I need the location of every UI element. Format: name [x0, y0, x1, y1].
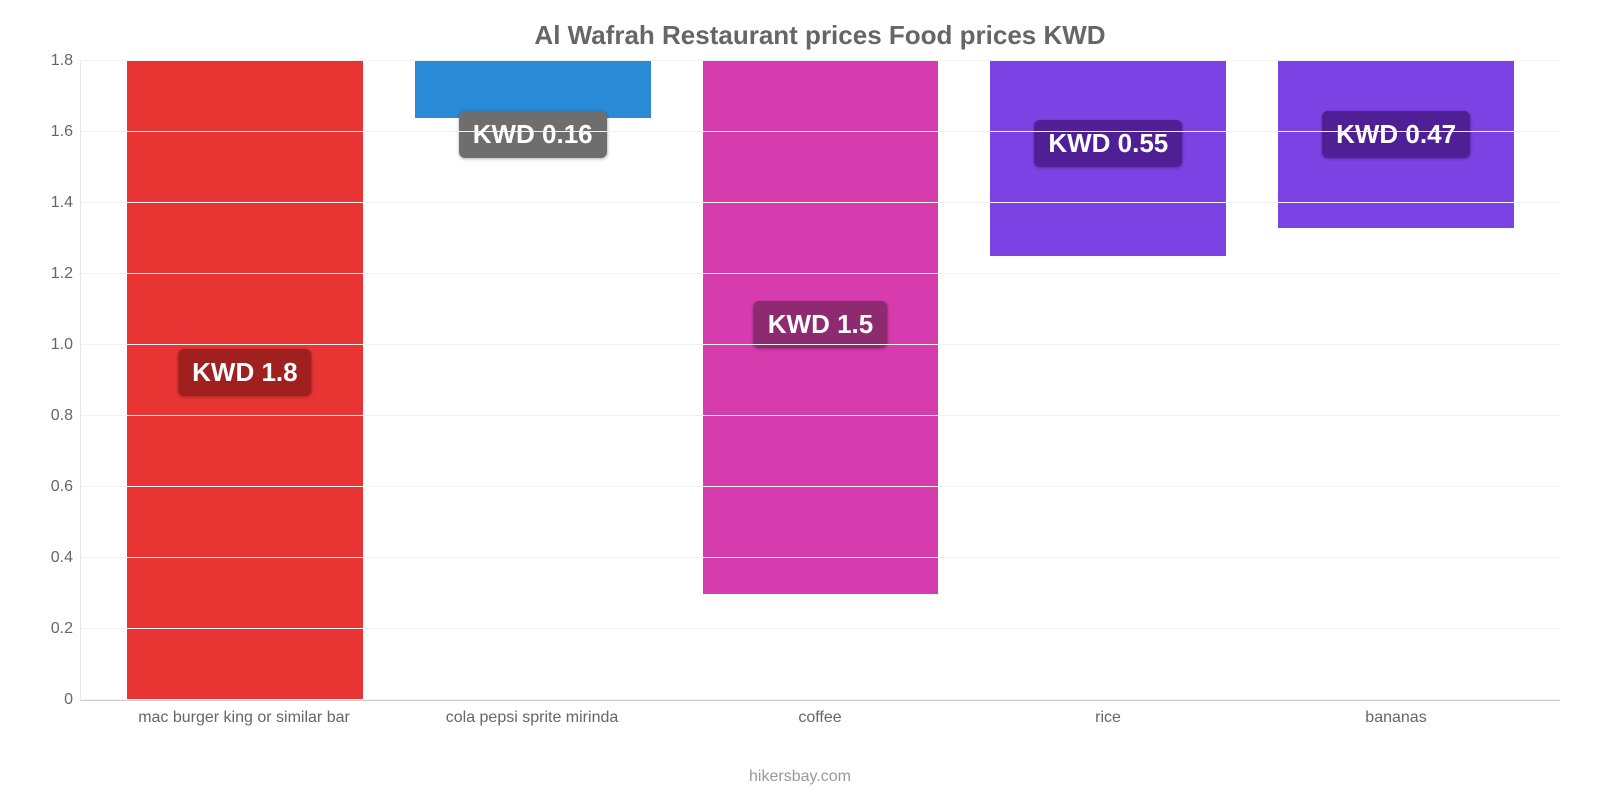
gridline: [81, 344, 1560, 345]
attribution-text: hikersbay.com: [0, 768, 1600, 786]
y-tick-label: 1.6: [33, 123, 73, 141]
chart-container: Al Wafrah Restaurant prices Food prices …: [0, 0, 1600, 800]
bar-slot: KWD 0.55: [964, 61, 1252, 700]
value-badge: KWD 1.5: [754, 301, 887, 348]
y-tick-label: 0.2: [33, 620, 73, 638]
x-tick-label: cola pepsi sprite mirinda: [388, 709, 676, 727]
gridline: [81, 415, 1560, 416]
y-tick-label: 0: [33, 691, 73, 709]
bar-slot: KWD 1.8: [101, 61, 389, 700]
gridline: [81, 699, 1560, 700]
value-badge: KWD 0.47: [1322, 111, 1470, 158]
bar-slot: KWD 0.16: [389, 61, 677, 700]
gridline: [81, 60, 1560, 61]
y-tick-label: 0.8: [33, 407, 73, 425]
chart-title: Al Wafrah Restaurant prices Food prices …: [80, 20, 1560, 51]
y-tick-label: 1.8: [33, 52, 73, 70]
gridline: [81, 273, 1560, 274]
gridline: [81, 131, 1560, 132]
value-badge: KWD 0.55: [1034, 120, 1182, 167]
bar-slot: KWD 0.47: [1252, 61, 1540, 700]
x-tick-label: coffee: [676, 709, 964, 727]
bars-group: KWD 1.8 KWD 0.16 KWD 1.5 KWD 0.55 KWD 0.47: [81, 61, 1560, 700]
x-tick-label: bananas: [1252, 709, 1540, 727]
gridline: [81, 202, 1560, 203]
y-tick-label: 0.6: [33, 478, 73, 496]
gridline: [81, 628, 1560, 629]
y-tick-label: 0.4: [33, 549, 73, 567]
x-tick-label: mac burger king or similar bar: [100, 709, 388, 727]
bar: KWD 0.16: [415, 61, 651, 118]
value-badge: KWD 0.16: [459, 111, 607, 158]
bar: KWD 1.8: [127, 61, 363, 700]
gridline: [81, 557, 1560, 558]
bar: KWD 0.55: [990, 61, 1226, 256]
y-tick-label: 1.0: [33, 336, 73, 354]
bar-slot: KWD 1.5: [677, 61, 965, 700]
gridline: [81, 486, 1560, 487]
bar: KWD 1.5: [703, 61, 939, 594]
y-tick-label: 1.4: [33, 194, 73, 212]
x-axis-labels: mac burger king or similar barcola pepsi…: [80, 709, 1560, 727]
value-badge: KWD 1.8: [178, 349, 311, 396]
x-tick-label: rice: [964, 709, 1252, 727]
y-tick-label: 1.2: [33, 265, 73, 283]
plot-area: KWD 1.8KWD 0.16KWD 1.5KWD 0.55KWD 0.47 0…: [80, 61, 1560, 701]
